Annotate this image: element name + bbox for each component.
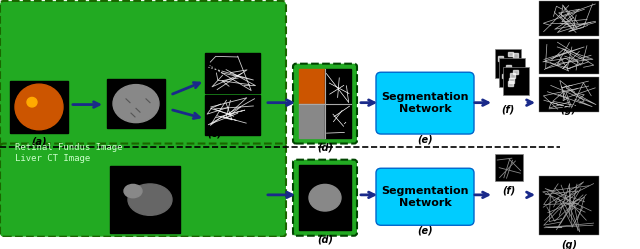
Text: (e): (e) bbox=[417, 225, 433, 235]
Bar bbox=[539, 1, 599, 36]
Circle shape bbox=[27, 97, 37, 107]
Bar bbox=[499, 58, 525, 86]
Text: (g): (g) bbox=[560, 105, 576, 115]
Bar bbox=[539, 176, 599, 235]
Bar bbox=[495, 154, 523, 181]
Ellipse shape bbox=[124, 185, 142, 198]
Bar bbox=[10, 81, 68, 133]
Bar bbox=[498, 56, 502, 61]
FancyBboxPatch shape bbox=[0, 1, 286, 151]
Text: Liver CT Image: Liver CT Image bbox=[15, 154, 90, 163]
Bar bbox=[205, 53, 260, 93]
Circle shape bbox=[15, 84, 63, 130]
Ellipse shape bbox=[113, 85, 159, 123]
Text: (g): (g) bbox=[561, 240, 577, 249]
Bar bbox=[299, 165, 351, 230]
FancyBboxPatch shape bbox=[293, 160, 357, 236]
Text: Segmentation
Network: Segmentation Network bbox=[381, 186, 468, 208]
Text: (f): (f) bbox=[502, 185, 516, 195]
Ellipse shape bbox=[128, 184, 172, 215]
Bar bbox=[539, 77, 599, 112]
Bar bbox=[510, 73, 515, 78]
Bar bbox=[503, 66, 529, 95]
Text: (d): (d) bbox=[317, 235, 333, 245]
Bar bbox=[504, 60, 509, 65]
FancyBboxPatch shape bbox=[376, 168, 474, 225]
FancyBboxPatch shape bbox=[376, 72, 474, 134]
Text: Retinal Fundus Image: Retinal Fundus Image bbox=[15, 143, 122, 152]
Text: Segmentation
Network: Segmentation Network bbox=[381, 92, 468, 114]
Text: (c): (c) bbox=[207, 128, 221, 138]
Bar bbox=[508, 81, 513, 86]
Ellipse shape bbox=[309, 185, 341, 211]
Bar bbox=[299, 104, 325, 138]
Text: (a): (a) bbox=[31, 137, 47, 147]
Bar bbox=[506, 65, 511, 70]
Text: (e): (e) bbox=[417, 134, 433, 144]
Bar bbox=[325, 69, 351, 104]
FancyBboxPatch shape bbox=[0, 143, 286, 237]
Bar bbox=[110, 166, 180, 233]
Bar bbox=[205, 95, 260, 135]
Bar bbox=[508, 52, 513, 57]
Text: (f): (f) bbox=[501, 105, 515, 115]
Bar bbox=[509, 78, 514, 83]
Bar bbox=[513, 70, 518, 74]
Bar bbox=[107, 79, 165, 128]
Bar bbox=[539, 39, 599, 74]
Text: (b): (b) bbox=[207, 65, 223, 75]
Bar bbox=[325, 104, 351, 138]
Bar bbox=[495, 50, 521, 78]
Bar bbox=[514, 79, 519, 84]
Bar bbox=[502, 73, 507, 78]
Bar bbox=[505, 79, 509, 83]
Bar bbox=[299, 69, 325, 104]
FancyBboxPatch shape bbox=[293, 64, 357, 143]
Bar bbox=[513, 54, 518, 58]
Text: (d): (d) bbox=[317, 143, 333, 153]
